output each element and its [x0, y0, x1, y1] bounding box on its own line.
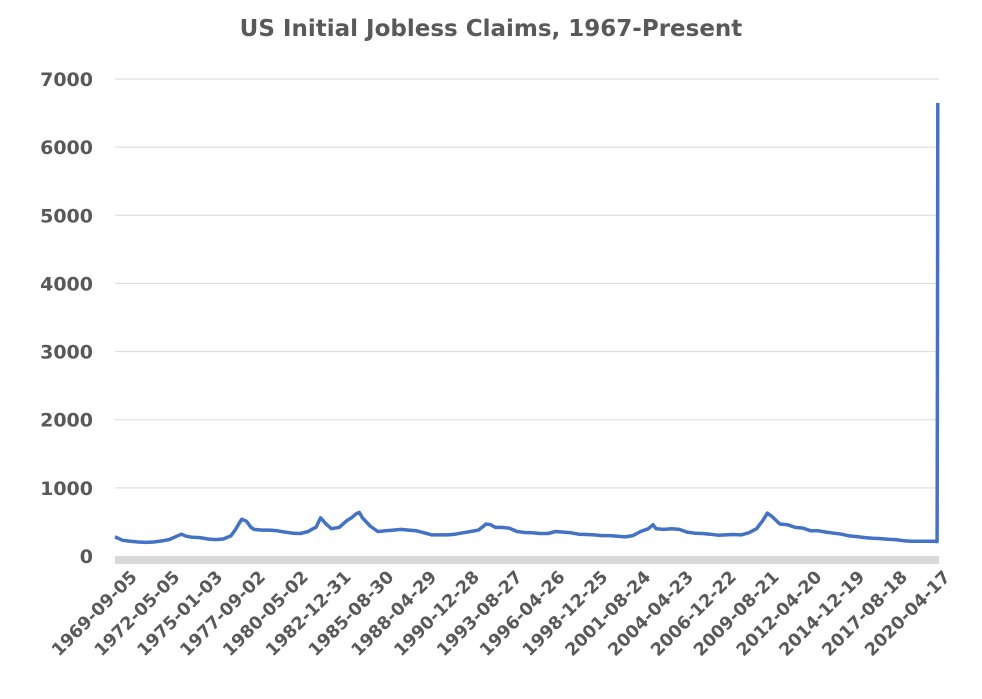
y-tick-label: 7000	[40, 69, 93, 91]
y-tick-label: 1000	[40, 478, 93, 500]
y-tick-label: 0	[80, 546, 93, 568]
chart-title: US Initial Jobless Claims, 1967-Present	[239, 16, 743, 42]
y-tick-label: 5000	[40, 205, 93, 227]
y-tick-label: 6000	[40, 137, 93, 159]
series-line	[114, 102, 940, 545]
y-tick-label: 3000	[40, 342, 93, 364]
x-axis-line	[115, 556, 939, 564]
y-tick-label: 2000	[40, 410, 93, 432]
y-tick-label: 4000	[40, 273, 93, 295]
